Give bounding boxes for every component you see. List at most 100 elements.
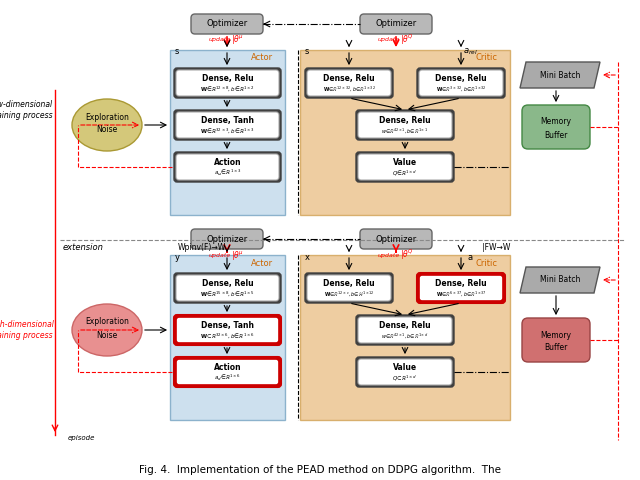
Text: Exploration: Exploration: [85, 317, 129, 326]
FancyBboxPatch shape: [360, 14, 432, 34]
Text: Noise: Noise: [97, 125, 118, 134]
FancyBboxPatch shape: [191, 229, 263, 249]
Text: Dense, Relu: Dense, Relu: [379, 116, 431, 125]
Text: Optimizer: Optimizer: [206, 20, 248, 28]
Text: Dense, Relu: Dense, Relu: [379, 321, 431, 330]
Bar: [170, 255, 285, 420]
FancyBboxPatch shape: [307, 70, 391, 96]
Text: Mini Batch: Mini Batch: [540, 276, 580, 285]
Text: update: update: [378, 252, 400, 257]
Text: Value: Value: [393, 363, 417, 372]
FancyBboxPatch shape: [174, 273, 281, 303]
Text: update: update: [209, 37, 231, 43]
FancyBboxPatch shape: [174, 152, 281, 182]
Text: episode: episode: [68, 435, 95, 441]
Text: Fig. 4.  Implementation of the PEAD method on DDPG algorithm.  The: Fig. 4. Implementation of the PEAD metho…: [139, 465, 501, 475]
Text: Optimizer: Optimizer: [376, 235, 417, 243]
Text: |FW→W: |FW→W: [482, 243, 510, 252]
FancyBboxPatch shape: [419, 70, 503, 96]
Text: low-dimensional
training process: low-dimensional training process: [0, 100, 53, 120]
Text: $|\theta^{Q}$: $|\theta^{Q}$: [400, 248, 414, 262]
Text: $|\theta^{\mu}$: $|\theta^{\mu}$: [231, 34, 244, 47]
Ellipse shape: [72, 99, 142, 151]
FancyBboxPatch shape: [522, 105, 590, 149]
Text: Dense, Relu: Dense, Relu: [323, 74, 375, 83]
FancyBboxPatch shape: [356, 152, 454, 182]
Text: $a_{d}\!\in\!\mathbb{R}^{1\times6}$: $a_{d}\!\in\!\mathbb{R}^{1\times6}$: [214, 373, 241, 383]
Text: $\mathbf{W}\!\in\!\mathbb{R}^{12\times8},b\!\in\!\mathbb{R}^{1\times2}$: $\mathbf{W}\!\in\!\mathbb{R}^{12\times8}…: [200, 84, 255, 93]
Text: Dense, Relu: Dense, Relu: [435, 74, 487, 83]
Text: Dense, Tanh: Dense, Tanh: [201, 116, 254, 125]
Text: Actor: Actor: [251, 53, 273, 62]
Text: Dense, Relu: Dense, Relu: [202, 74, 253, 83]
Text: Buffer: Buffer: [544, 131, 568, 140]
Text: $w\!\in\!\mathbb{R}^{42\times1},b\!\in\!\mathbb{R}^{1\times d}$: $w\!\in\!\mathbb{R}^{42\times1},b\!\in\!…: [381, 332, 429, 340]
FancyBboxPatch shape: [358, 112, 452, 138]
Text: s: s: [175, 48, 179, 57]
FancyBboxPatch shape: [176, 317, 279, 343]
FancyBboxPatch shape: [307, 275, 391, 301]
Text: Noise: Noise: [97, 331, 118, 339]
Text: Value: Value: [393, 158, 417, 167]
Text: Dense, Relu: Dense, Relu: [435, 279, 487, 288]
Text: $\mathbf{W}\!\in\!\mathbb{R}^{15\times8},b\!\in\!\mathbb{R}^{1\times5}$: $\mathbf{W}\!\in\!\mathbb{R}^{15\times8}…: [200, 289, 255, 299]
FancyBboxPatch shape: [360, 229, 432, 249]
FancyBboxPatch shape: [174, 357, 281, 387]
Text: extension: extension: [63, 243, 104, 252]
Text: Memory: Memory: [541, 118, 572, 127]
FancyBboxPatch shape: [176, 70, 279, 96]
FancyBboxPatch shape: [174, 68, 281, 98]
Text: Memory: Memory: [541, 331, 572, 339]
Text: high-dimensional
training process: high-dimensional training process: [0, 320, 55, 340]
FancyBboxPatch shape: [356, 357, 454, 387]
FancyBboxPatch shape: [358, 317, 452, 343]
Text: Dense, Relu: Dense, Relu: [323, 279, 375, 288]
Polygon shape: [520, 267, 600, 293]
FancyBboxPatch shape: [176, 154, 279, 180]
Text: $\mathbf{W}\!\subset\!\mathbb{R}^{32\times6},b\!\in\!\mathbb{R}^{1\times6}$: $\mathbf{W}\!\subset\!\mathbb{R}^{32\tim…: [200, 332, 255, 340]
Text: y: y: [175, 252, 180, 262]
Text: update: update: [378, 37, 400, 43]
FancyBboxPatch shape: [174, 110, 281, 140]
Text: $\mathbf{W}\!\in\!\mathbb{R}^{32\times3},b\!\in\!\mathbb{R}^{1\times3}$: $\mathbf{W}\!\in\!\mathbb{R}^{32\times3}…: [200, 127, 255, 135]
Bar: [170, 50, 285, 215]
Text: $Q\!\subset\!\mathbb{R}^{1\times d}$: $Q\!\subset\!\mathbb{R}^{1\times d}$: [392, 373, 417, 383]
Text: a: a: [467, 252, 472, 262]
Text: $a_{rel}$: $a_{rel}$: [463, 47, 477, 57]
Text: Action: Action: [214, 158, 241, 167]
Bar: [300, 255, 510, 420]
Text: x: x: [305, 252, 310, 262]
FancyBboxPatch shape: [176, 275, 279, 301]
Polygon shape: [520, 62, 600, 88]
Text: Mini Batch: Mini Batch: [540, 71, 580, 80]
Text: $\mathbf{W}\!\in\!\mathbb{R}^{12\times c},b\!\in\!\mathbb{H}^{1\times12}$: $\mathbf{W}\!\in\!\mathbb{R}^{12\times c…: [324, 289, 374, 299]
Text: $a_{\omega}\!\in\!\mathbb{R}^{1\times3}$: $a_{\omega}\!\in\!\mathbb{R}^{1\times3}$: [214, 168, 241, 178]
Text: $|\theta^{Q}$: $|\theta^{Q}$: [400, 33, 414, 47]
Text: s: s: [305, 48, 309, 57]
Text: Optimizer: Optimizer: [376, 20, 417, 28]
FancyBboxPatch shape: [176, 112, 279, 138]
Ellipse shape: [72, 304, 142, 356]
Text: $|\theta^{\mu}$: $|\theta^{\mu}$: [231, 249, 244, 262]
Text: $w\!\in\!\mathbb{R}^{42\times1},b\!\in\!\mathbb{R}^{1\times1}$: $w\!\in\!\mathbb{R}^{42\times1},b\!\in\!…: [381, 127, 429, 135]
Text: $\mathbf{W}\!\in\!\mathbb{R}^{6\times37},b\!\in\!\mathbb{R}^{1\times37}$: $\mathbf{W}\!\in\!\mathbb{R}^{6\times37}…: [436, 289, 486, 299]
FancyBboxPatch shape: [356, 110, 454, 140]
Text: Dense, Relu: Dense, Relu: [202, 279, 253, 288]
Text: Wpinv(F)→W: Wpinv(F)→W: [178, 243, 227, 252]
Text: Optimizer: Optimizer: [206, 235, 248, 243]
Text: Buffer: Buffer: [544, 344, 568, 352]
Text: update: update: [209, 252, 231, 257]
Text: $\mathbf{W}\!\in\!\mathbb{R}^{12\times32},b\!\in\!\mathbb{R}^{1\times32}$: $\mathbf{W}\!\in\!\mathbb{R}^{12\times32…: [323, 84, 376, 94]
Text: $\mathbf{W}\!\in\!\mathbb{R}^{3\times32},b\!\in\!\mathbb{R}^{1\times32}$: $\mathbf{W}\!\in\!\mathbb{R}^{3\times32}…: [436, 84, 486, 94]
FancyBboxPatch shape: [305, 273, 393, 303]
FancyBboxPatch shape: [419, 275, 503, 301]
FancyBboxPatch shape: [356, 315, 454, 345]
Text: Critic: Critic: [476, 259, 498, 267]
FancyBboxPatch shape: [305, 68, 393, 98]
FancyBboxPatch shape: [176, 359, 279, 385]
FancyBboxPatch shape: [417, 273, 505, 303]
FancyBboxPatch shape: [191, 14, 263, 34]
Text: $Q\!\in\!\mathbb{R}^{1\times d}$: $Q\!\in\!\mathbb{R}^{1\times d}$: [392, 168, 418, 178]
Text: Action: Action: [214, 363, 241, 372]
FancyBboxPatch shape: [174, 315, 281, 345]
